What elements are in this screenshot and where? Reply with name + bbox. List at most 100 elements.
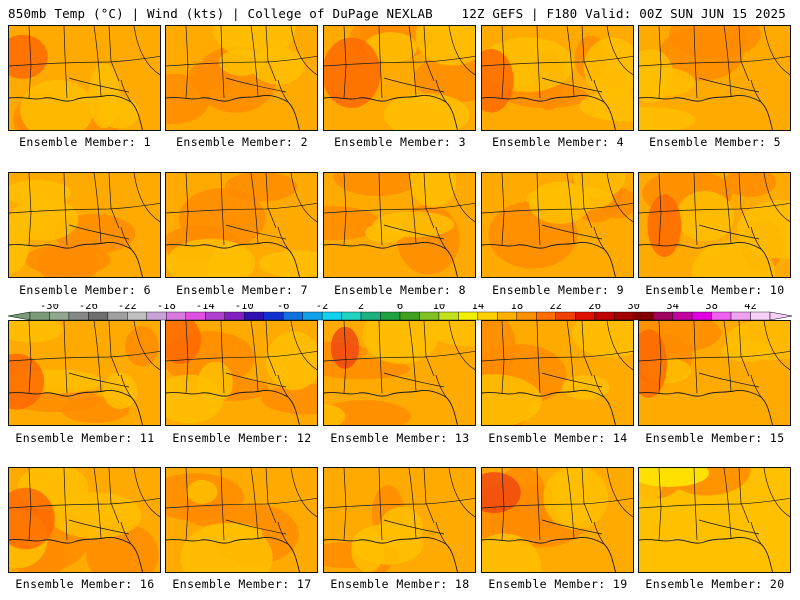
state-border: [536, 173, 541, 246]
member-map-panel: [481, 467, 634, 573]
member-caption: Ensemble Member: 7: [176, 283, 308, 297]
state-border: [501, 173, 505, 246]
colorbar-swatch: [691, 311, 712, 321]
state-border: [68, 224, 130, 240]
member-caption: Ensemble Member: 17: [172, 577, 312, 591]
coastline: [482, 390, 616, 425]
member-map-panel: [323, 467, 476, 573]
colorbar-tick-label: -10: [235, 304, 254, 312]
temperature-field-map: [166, 173, 317, 277]
temperature-field-map: [324, 321, 475, 425]
state-border: [639, 497, 790, 509]
member-caption: Ensemble Member: 6: [19, 283, 151, 297]
state-border: [658, 26, 662, 99]
colorbar-swatch: [516, 311, 537, 321]
member-map-panel: [8, 320, 161, 426]
state-border: [9, 202, 160, 214]
colorbar-swatch: [107, 311, 128, 321]
state-border: [658, 321, 662, 394]
cool-region: [208, 242, 249, 277]
coastline: [9, 95, 143, 130]
state-border: [343, 321, 347, 394]
state-border: [408, 173, 417, 244]
state-border: [28, 321, 32, 394]
state-border: [265, 321, 277, 377]
state-border: [763, 468, 790, 518]
warm-yellow-region: [639, 468, 709, 487]
member-caption: Ensemble Member: 1: [19, 135, 151, 149]
state-border: [225, 224, 287, 240]
member-map-panel: [165, 172, 318, 278]
state-border: [277, 374, 289, 398]
state-border: [63, 468, 68, 541]
state-border: [593, 226, 605, 250]
cool-region: [102, 372, 138, 410]
cool-region: [482, 533, 542, 572]
coastline: [166, 95, 300, 130]
temperature-field-map: [9, 468, 160, 572]
temperature-field-map: [639, 468, 790, 572]
cool-region: [373, 211, 455, 238]
colorbar-swatch: [458, 311, 479, 321]
state-border: [120, 226, 132, 250]
colorbar-tick-label: -22: [118, 304, 137, 312]
state-border: [290, 468, 317, 518]
state-border: [166, 202, 317, 214]
state-border: [435, 79, 447, 103]
state-border: [383, 519, 445, 535]
coastline: [9, 390, 143, 425]
temperature-colorbar: -30 -26 -22 -18 -14 -10 -6 -2 2 6 10 14 18 22 26 30 34 38…: [8, 304, 792, 330]
state-border: [482, 55, 633, 67]
temperature-field-map: [9, 173, 160, 277]
state-border: [265, 468, 277, 524]
colorbar-tick-label: -2: [316, 304, 329, 312]
member-map-panel: [165, 320, 318, 426]
hot-region: [9, 34, 48, 79]
state-border: [28, 468, 32, 541]
colorbar-swatch: [575, 311, 595, 321]
colorbar-swatch: [341, 311, 362, 321]
colorbar-swatch: [360, 311, 381, 321]
cool-region: [410, 173, 457, 208]
state-border: [423, 321, 435, 377]
state-border: [63, 26, 68, 99]
cool-region: [639, 67, 695, 97]
state-border: [378, 321, 383, 394]
temperature-field-map: [324, 173, 475, 277]
cool-region: [415, 26, 475, 66]
cool-region: [324, 404, 346, 425]
state-border: [265, 173, 277, 229]
state-border: [225, 519, 287, 535]
member-map-panel: [638, 320, 791, 426]
state-border: [536, 26, 541, 99]
state-border: [693, 321, 698, 394]
colorbar-tick-label: 6: [397, 304, 403, 312]
member-caption: Ensemble Member: 16: [15, 577, 155, 591]
member-caption: Ensemble Member: 15: [645, 431, 785, 445]
cool-region: [715, 537, 790, 562]
state-border: [185, 321, 189, 394]
state-border: [93, 468, 102, 539]
cool-region: [265, 331, 317, 391]
state-border: [225, 372, 287, 388]
state-border: [108, 321, 120, 377]
state-border: [63, 173, 68, 246]
colorbar-swatch: [614, 311, 634, 321]
cool-region: [573, 173, 626, 198]
state-border: [448, 173, 475, 223]
warm-region: [25, 244, 111, 276]
member-caption: Ensemble Member: 8: [334, 283, 466, 297]
state-border: [250, 173, 259, 244]
colorbar-swatch: [244, 311, 264, 321]
state-border: [166, 350, 317, 362]
state-border: [658, 468, 662, 541]
cool-region: [9, 321, 63, 343]
state-border: [28, 26, 32, 99]
state-border: [698, 77, 760, 93]
cool-region: [98, 96, 140, 129]
state-border: [566, 26, 575, 97]
colorbar-right-arrow: [769, 311, 792, 321]
colorbar-swatch: [594, 311, 615, 321]
colorbar-swatch: [224, 311, 245, 321]
cool-region: [571, 321, 633, 358]
